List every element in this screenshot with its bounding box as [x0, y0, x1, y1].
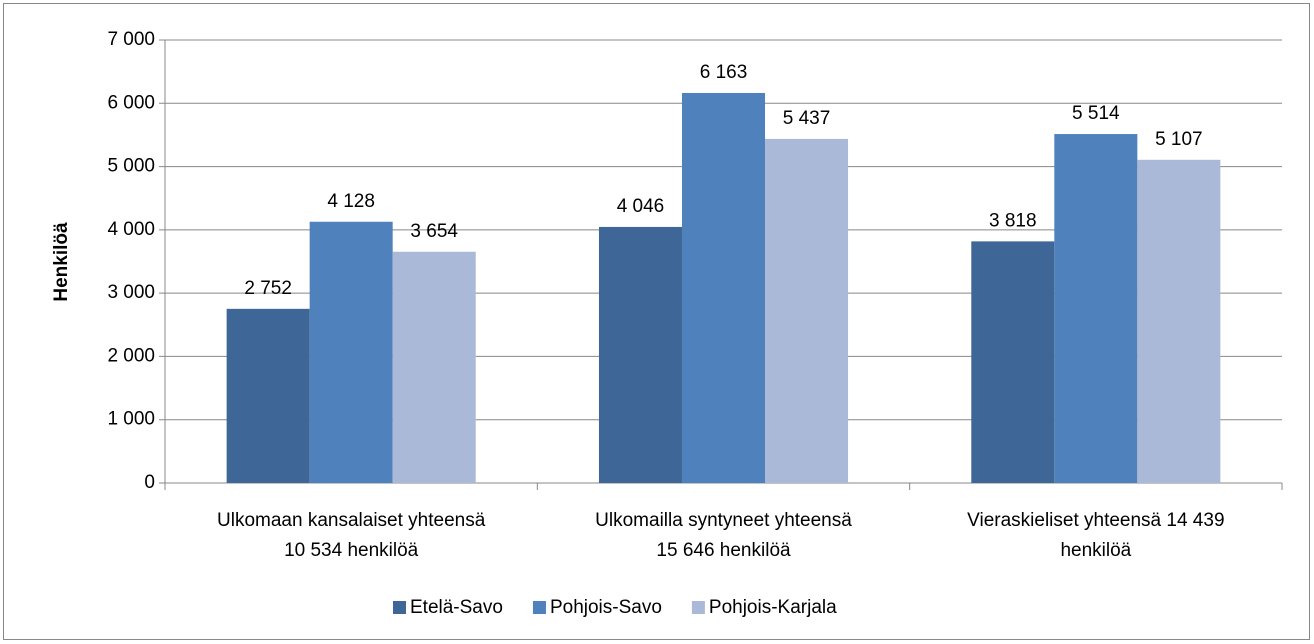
data-label: 5 514	[1072, 103, 1120, 124]
data-label: 4 046	[617, 196, 665, 217]
data-label: 6 163	[700, 62, 748, 83]
x-tick-label: 10 534 henkilöä	[284, 540, 419, 561]
y-tick-label: 5 000	[107, 156, 155, 177]
data-label: 2 752	[244, 278, 292, 299]
x-tick-label: Vieraskieliset yhteensä 14 439	[967, 510, 1224, 531]
legend-swatch	[691, 601, 705, 614]
y-axis-label: Henkilöä	[51, 222, 72, 302]
x-tick-label: henkilöä	[1060, 540, 1131, 561]
bar	[1054, 134, 1138, 483]
bar	[681, 92, 766, 483]
y-tick-label: 0	[144, 472, 155, 493]
bar	[226, 308, 310, 483]
y-tick-label: 2 000	[107, 345, 155, 366]
bar	[1137, 159, 1221, 483]
legend-label: Pohjois-Savo	[550, 597, 662, 618]
data-label: 3 654	[410, 221, 458, 242]
data-label: 3 818	[989, 210, 1037, 231]
y-tick-label: 3 000	[107, 282, 155, 303]
x-tick-label: Ulkomaan kansalaiset yhteensä	[217, 510, 486, 531]
data-label: 5 437	[783, 108, 831, 129]
y-tick-label: 1 000	[107, 409, 155, 430]
bar	[765, 138, 849, 483]
bar	[392, 251, 476, 483]
bar	[598, 226, 682, 484]
bar	[971, 241, 1055, 483]
y-tick-label: 7 000	[107, 29, 155, 50]
bar	[309, 221, 393, 483]
y-tick-label: 6 000	[107, 92, 155, 113]
y-tick-label: 4 000	[107, 219, 155, 240]
legend-label: Pohjois-Karjala	[709, 597, 837, 618]
legend-label: Etelä-Savo	[410, 597, 503, 618]
data-label: 4 128	[327, 191, 375, 212]
legend-swatch	[393, 601, 406, 614]
x-tick-label: 15 646 henkilöä	[656, 540, 791, 561]
legend-swatch	[532, 601, 546, 614]
x-tick-label: Ulkomailla syntyneet yhteensä	[595, 510, 852, 531]
data-label: 5 107	[1155, 129, 1203, 150]
